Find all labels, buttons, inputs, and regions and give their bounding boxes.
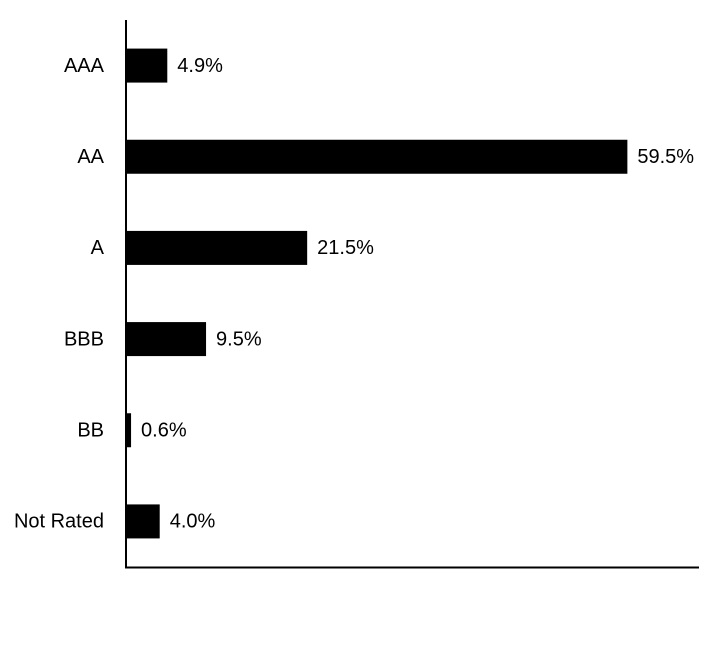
y-tick-label: BB xyxy=(77,420,104,442)
value-label: 4.0% xyxy=(170,511,216,533)
y-tick-label: BBB xyxy=(64,328,104,350)
bar xyxy=(126,230,308,265)
bar xyxy=(126,48,168,83)
y-tick-label: AAA xyxy=(64,55,105,77)
value-label: 21.5% xyxy=(317,237,374,259)
value-label: 9.5% xyxy=(216,328,262,350)
value-label: 59.5% xyxy=(637,146,694,168)
bar xyxy=(126,322,207,357)
y-tick-label: Not Rated xyxy=(14,511,104,533)
y-tick-label: AA xyxy=(77,146,104,168)
value-label: 4.9% xyxy=(177,55,223,77)
bar xyxy=(126,139,628,174)
y-tick-label: A xyxy=(91,237,105,259)
bar xyxy=(126,413,132,448)
value-label: 0.6% xyxy=(141,420,187,442)
bar xyxy=(126,504,160,539)
